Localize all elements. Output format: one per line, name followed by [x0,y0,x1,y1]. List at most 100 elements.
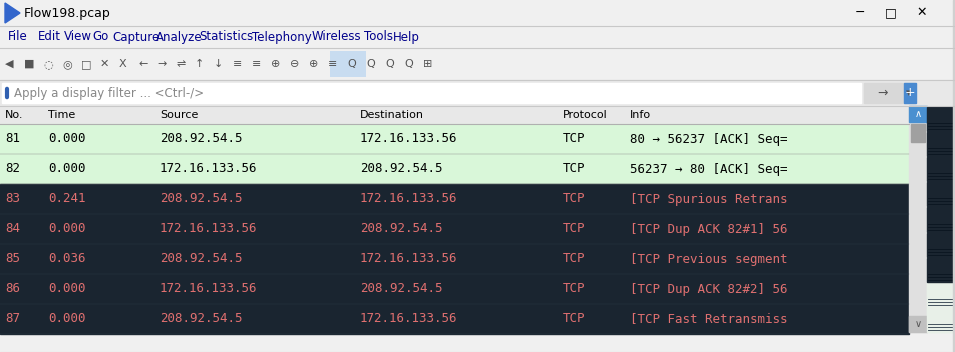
Text: Destination: Destination [360,110,424,120]
Text: TCP: TCP [563,132,585,145]
Text: Apply a display filter ... <Ctrl-/>: Apply a display filter ... <Ctrl-/> [14,87,204,100]
Text: Protocol: Protocol [563,110,607,120]
Text: 172.16.133.56: 172.16.133.56 [360,252,457,265]
Text: 87: 87 [5,313,20,326]
Bar [927,107,955,131]
Bar [0,0,955,26]
Text: File: File [8,31,28,44]
Bar [927,182,955,206]
Bar [927,283,955,307]
Text: Q: Q [347,59,356,69]
Text: Telephony: Telephony [252,31,311,44]
Text: Q: Q [366,59,374,69]
Text: Statistics: Statistics [199,31,253,44]
Bar [0,48,955,80]
Text: 80 → 56237 [ACK] Seq=: 80 → 56237 [ACK] Seq= [630,132,788,145]
Bar [0,214,909,244]
Text: ◀: ◀ [5,59,13,69]
Text: ←: ← [138,59,147,69]
Text: 0.000: 0.000 [48,283,86,295]
Text: Wireless: Wireless [312,31,362,44]
Bar [864,83,902,103]
Text: +: + [904,87,915,100]
Text: 0.000: 0.000 [48,222,86,235]
Text: Time: Time [48,110,75,120]
Text: ✕: ✕ [100,59,110,69]
Bar [927,106,955,332]
Text: ⇌: ⇌ [176,59,185,69]
Text: [TCP Fast Retransmiss: [TCP Fast Retransmiss [630,313,788,326]
Text: Analyze: Analyze [156,31,202,44]
Text: No.: No. [5,110,24,120]
Bar [927,207,955,232]
Text: −: − [851,6,869,19]
Text: Info: Info [630,110,651,120]
Text: ⊕: ⊕ [271,59,281,69]
Text: ∧: ∧ [915,109,922,119]
Text: [TCP Dup ACK 82#2] 56: [TCP Dup ACK 82#2] 56 [630,283,788,295]
Bar [927,258,955,282]
Bar [0,274,909,304]
Text: 0.241: 0.241 [48,193,86,206]
Text: 56237 → 80 [ACK] Seq=: 56237 → 80 [ACK] Seq= [630,163,788,176]
Text: TCP: TCP [563,193,585,206]
Text: 208.92.54.5: 208.92.54.5 [160,252,243,265]
Text: 208.92.54.5: 208.92.54.5 [160,313,243,326]
Text: TCP: TCP [563,313,585,326]
Bar [909,316,927,332]
Text: →: → [157,59,166,69]
Text: 208.92.54.5: 208.92.54.5 [360,222,442,235]
Text: ⊖: ⊖ [290,59,299,69]
Text: □: □ [881,6,901,19]
Text: 172.16.133.56: 172.16.133.56 [360,313,457,326]
Text: 85: 85 [5,252,20,265]
Text: □: □ [81,59,92,69]
Text: ▾: ▾ [906,88,912,98]
Text: 0.036: 0.036 [48,252,86,265]
Text: ∨: ∨ [915,319,922,329]
Text: Χ: Χ [119,59,127,69]
Bar [0,304,909,334]
Text: ⊞: ⊞ [423,59,433,69]
Text: TCP: TCP [563,283,585,295]
Text: 172.16.133.56: 172.16.133.56 [160,283,258,295]
Polygon shape [5,3,20,23]
Bar [927,132,955,156]
Text: 84: 84 [5,222,20,235]
Text: 208.92.54.5: 208.92.54.5 [160,132,243,145]
Text: 172.16.133.56: 172.16.133.56 [360,193,457,206]
Text: →: → [878,87,888,100]
Text: TCP: TCP [563,163,585,176]
Bar [0,80,955,106]
Bar [0,154,909,184]
Bar [927,233,955,257]
Text: TCP: TCP [563,252,585,265]
Bar [927,157,955,181]
Bar [0,26,955,48]
Text: 172.16.133.56: 172.16.133.56 [360,132,457,145]
Text: ↓: ↓ [214,59,223,69]
Text: ⊕: ⊕ [309,59,318,69]
Text: [TCP Dup ACK 82#1] 56: [TCP Dup ACK 82#1] 56 [630,222,788,235]
Text: 83: 83 [5,193,20,206]
Text: ■: ■ [24,59,34,69]
Bar [953,0,955,352]
Text: ✕: ✕ [913,6,931,19]
Text: 208.92.54.5: 208.92.54.5 [360,163,442,176]
Text: Edit: Edit [38,31,61,44]
Text: ≡: ≡ [252,59,262,69]
Text: 208.92.54.5: 208.92.54.5 [360,283,442,295]
Text: Capture: Capture [112,31,159,44]
Text: 208.92.54.5: 208.92.54.5 [160,193,243,206]
Text: ↑: ↑ [195,59,204,69]
Text: ≡: ≡ [233,59,243,69]
Bar [0,124,909,154]
Bar [330,51,366,77]
Text: Source: Source [160,110,199,120]
Bar [909,106,927,122]
Text: 172.16.133.56: 172.16.133.56 [160,163,258,176]
Bar [0,184,909,214]
Text: 86: 86 [5,283,20,295]
Bar [2,83,861,103]
Bar [911,124,925,142]
